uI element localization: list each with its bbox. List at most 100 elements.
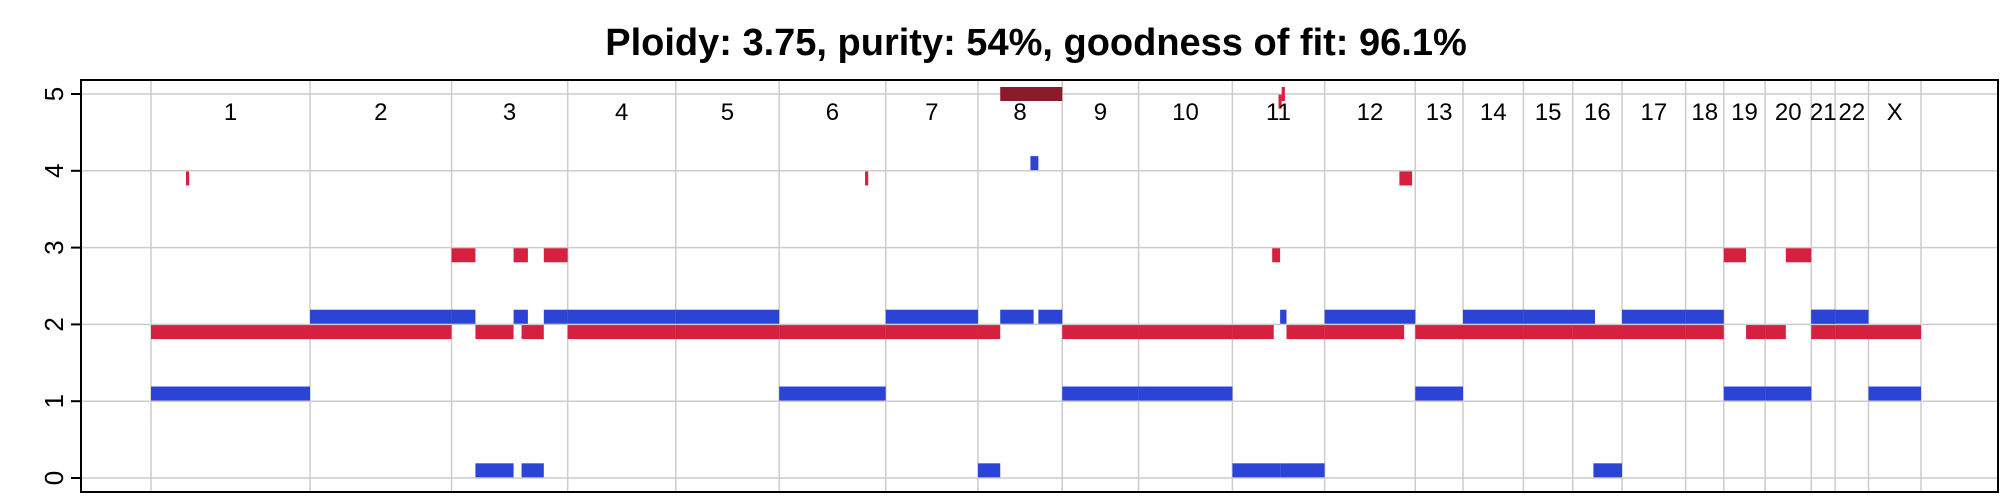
- chromosome-label: 16: [1584, 99, 1611, 126]
- segment-bar: [1138, 386, 1233, 401]
- y-axis: 0 1 2 3 4 5: [39, 87, 81, 485]
- segment-bar: [1415, 325, 1463, 340]
- segment-bar: [1281, 87, 1285, 101]
- chromosome-label: X: [1887, 99, 1903, 126]
- chromosome-label: 7: [925, 99, 938, 126]
- segment-bar: [513, 309, 528, 324]
- segment-bar: [1835, 309, 1869, 324]
- segment-bar: [779, 325, 886, 340]
- chromosome-label: 5: [721, 99, 734, 126]
- segment-bar: [1523, 309, 1595, 324]
- segment-bar: [310, 309, 452, 324]
- segment-bar: [1723, 248, 1747, 263]
- segment-bar: [151, 325, 311, 340]
- chromosome-label: 11: [1266, 99, 1291, 126]
- segment-bar: [1062, 386, 1139, 401]
- chromosome-label: 21: [1810, 99, 1837, 126]
- segment-bar: [1280, 309, 1287, 324]
- segment-bar: [1785, 248, 1812, 263]
- chromosome-label: 12: [1357, 99, 1384, 126]
- segment-bar: [1811, 309, 1836, 324]
- segment-bar: [1232, 325, 1274, 340]
- segment-bar: [475, 325, 514, 340]
- y-tick-label: 2: [39, 317, 69, 331]
- plot-frame: [80, 79, 1999, 493]
- y-tick-label: 1: [39, 394, 69, 408]
- segment-bar: [1000, 309, 1034, 324]
- segment-bar: [185, 171, 190, 186]
- segment-bar: [521, 325, 544, 340]
- segment-bar: [310, 325, 452, 340]
- segment-bar: [1685, 309, 1724, 324]
- segment-bar: [977, 463, 1001, 478]
- segment-bar: [1280, 463, 1325, 478]
- segment-bar: [1685, 325, 1724, 340]
- y-tick-label: 0: [39, 471, 69, 485]
- segment-bar: [1622, 325, 1686, 340]
- segment-bar: [475, 463, 514, 478]
- segment-bar: [1399, 171, 1413, 186]
- segment-bar: [1622, 309, 1686, 324]
- segment-bar: [1000, 87, 1063, 101]
- chromosome-label: 3: [503, 99, 516, 126]
- segment-bar: [1462, 309, 1524, 324]
- chromosome-label: 20: [1775, 99, 1802, 126]
- segment-bar: [1324, 325, 1405, 340]
- chromosome-labels: 1 2 3 4 5 6 7 8 9 10 11 12 13 14 15 16 17 18 19 20 21 22 X: [224, 99, 1903, 126]
- segment-bar: [977, 325, 1001, 340]
- segment-bar: [1811, 325, 1836, 340]
- segment-bar: [451, 248, 476, 263]
- segment-bar: [1278, 94, 1282, 109]
- chromosome-label: 18: [1691, 99, 1718, 126]
- segment-bar: [1138, 325, 1233, 340]
- chromosome-label: 14: [1480, 99, 1507, 126]
- segment-bar: [567, 309, 676, 324]
- segment-bar: [1765, 325, 1786, 340]
- chart-title: Ploidy: 3.75, purity: 54%, goodness of f…: [605, 22, 1467, 64]
- copy-number-segments: [151, 87, 1921, 478]
- segment-bar: [543, 248, 568, 263]
- segment-bar: [1030, 156, 1039, 171]
- segment-bar: [451, 309, 476, 324]
- chromosome-label: 8: [1013, 99, 1026, 126]
- y-tick-label: 5: [39, 87, 69, 101]
- segment-bar: [1272, 248, 1281, 263]
- segment-bar: [1593, 463, 1623, 478]
- chromosome-label: 15: [1535, 99, 1562, 126]
- segment-bar: [1868, 386, 1921, 401]
- segment-bar: [675, 325, 780, 340]
- segment-bar: [543, 309, 568, 324]
- segment-bar: [865, 171, 869, 186]
- chromosome-label: 17: [1640, 99, 1667, 126]
- segment-bar: [1835, 325, 1869, 340]
- segment-bar: [1286, 325, 1325, 340]
- segment-bar: [151, 386, 311, 401]
- segment-bar: [567, 325, 676, 340]
- segment-bar: [885, 325, 978, 340]
- y-tick-label: 3: [39, 240, 69, 254]
- chromosome-label: 2: [374, 99, 387, 126]
- chromosome-label: 9: [1094, 99, 1107, 126]
- segment-bar: [521, 463, 544, 478]
- segment-bar: [1572, 325, 1623, 340]
- segment-bar: [1765, 386, 1812, 401]
- chromosome-label: 4: [615, 99, 628, 126]
- segment-bar: [885, 309, 978, 324]
- segment-bar: [1232, 463, 1281, 478]
- segment-bar: [1723, 386, 1766, 401]
- segment-bar: [1868, 325, 1921, 340]
- chromosome-label: 19: [1731, 99, 1758, 126]
- segment-bar: [1415, 386, 1463, 401]
- segment-bar: [1038, 309, 1063, 324]
- chromosome-label: 1: [224, 99, 237, 126]
- chromosome-label: 10: [1172, 99, 1199, 126]
- segment-bar: [1062, 325, 1139, 340]
- chromosome-label: 22: [1838, 99, 1865, 126]
- grid-lines: [81, 80, 1998, 492]
- segment-bar: [779, 386, 886, 401]
- chromosome-label: 13: [1426, 99, 1453, 126]
- segment-bar: [513, 248, 528, 263]
- chromosome-label: 6: [826, 99, 839, 126]
- segment-bar: [1746, 325, 1766, 340]
